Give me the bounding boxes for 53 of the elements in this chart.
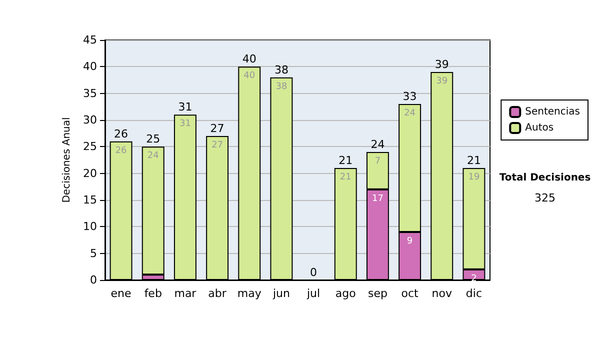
data-label: 19 [468,172,480,182]
data-label: 40 [244,71,256,82]
data-label: 27 [212,140,224,150]
total-label: 21 [338,154,353,167]
total-label: 26 [114,127,128,140]
y-tick-label: 20 [83,166,97,180]
data-label: 39 [436,76,448,86]
total-label: 33 [402,90,417,103]
data-label: 24 [147,151,160,162]
data-label: 21 [340,172,352,182]
data-label: 2 [471,274,477,284]
total-label: 27 [210,122,224,135]
total-label: 38 [274,63,288,76]
y-tick-label: 0 [90,274,97,286]
y-tick-label: 25 [83,140,97,154]
y-tick-label: 35 [83,86,97,100]
total-label: 24 [370,138,385,151]
y-tick-label: 15 [83,194,97,206]
y-tick-label: 45 [83,34,97,46]
x-tick-label: ene [110,287,132,300]
data-label: 31 [179,119,191,130]
y-tick-label: 5 [90,246,97,260]
data-label: 17 [372,194,384,204]
data-label: 26 [115,146,128,156]
total-label: 25 [146,132,160,146]
x-tick-label: abr [208,287,227,300]
total-label: 21 [466,154,481,167]
total-label: 31 [178,100,192,114]
total-label: 40 [242,52,256,66]
y-tick-label: 30 [83,114,97,126]
x-tick-label: dic [466,287,482,300]
x-tick-label: oct [401,287,420,300]
x-tick-label: feb [144,287,162,300]
text: Total Decisiones [499,172,591,184]
data-label: 38 [276,82,288,92]
data-label: 7 [374,156,381,166]
legend-label: Sentencias [525,106,580,118]
total-label: 39 [434,58,449,71]
data-label: 9 [406,236,413,246]
x-tick-label: jul [306,287,320,300]
x-tick-label: may [237,287,262,300]
y-tick-label: 40 [83,60,97,74]
text: 325 [534,192,556,204]
x-tick-label: nov [432,287,452,300]
x-tick-label: mar [174,287,197,300]
data-label: 24 [404,108,416,118]
y-axis-title: Decisiones Anual [62,117,73,203]
total-label: 0 [310,266,318,279]
x-tick-label: sep [368,287,388,300]
y-tick-label: 10 [83,220,97,234]
x-tick-label: ago [335,287,356,300]
legend-label: Autos [525,122,554,134]
x-tick-label: jun [272,287,290,300]
